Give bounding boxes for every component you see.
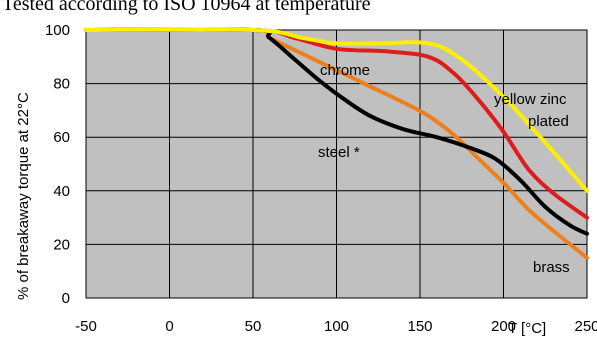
y-tick-label: 40	[53, 183, 70, 200]
y-tick-labels: 0 20 40 60 80 100	[45, 22, 70, 307]
series-line-steel	[84, 27, 589, 236]
x-tick-labels: -50 0 50 100 150 200 250	[75, 318, 597, 335]
label-steel: steel *	[318, 144, 360, 161]
y-tick-label: 60	[53, 129, 70, 146]
grid	[86, 30, 587, 298]
label-plated: plated	[528, 113, 569, 130]
y-tick-label: 100	[45, 22, 70, 39]
chart-caption: Tested according to ISO 10964 at tempera…	[2, 0, 371, 15]
x-tick-label: -50	[75, 318, 97, 335]
label-chrome: chrome	[320, 62, 370, 79]
y-tick-label: 80	[53, 76, 70, 93]
x-tick-label: 0	[165, 318, 173, 335]
x-axis-label: T [°C]	[508, 320, 546, 337]
label-yellow-zinc: yellow zinc	[494, 91, 567, 108]
x-tick-label: 250	[574, 318, 597, 335]
series-line-yellow-zinc-plated	[84, 27, 589, 193]
series-group	[84, 27, 589, 260]
y-tick-label: 20	[53, 236, 70, 253]
x-tick-label: 150	[407, 318, 432, 335]
y-axis-label: % of breakaway torque at 22°C	[15, 92, 32, 300]
y-tick-label: 0	[62, 290, 70, 307]
x-tick-label: 200	[491, 318, 516, 335]
label-brass: brass	[533, 259, 570, 276]
x-tick-label: 100	[324, 318, 349, 335]
x-tick-label: 50	[245, 318, 262, 335]
